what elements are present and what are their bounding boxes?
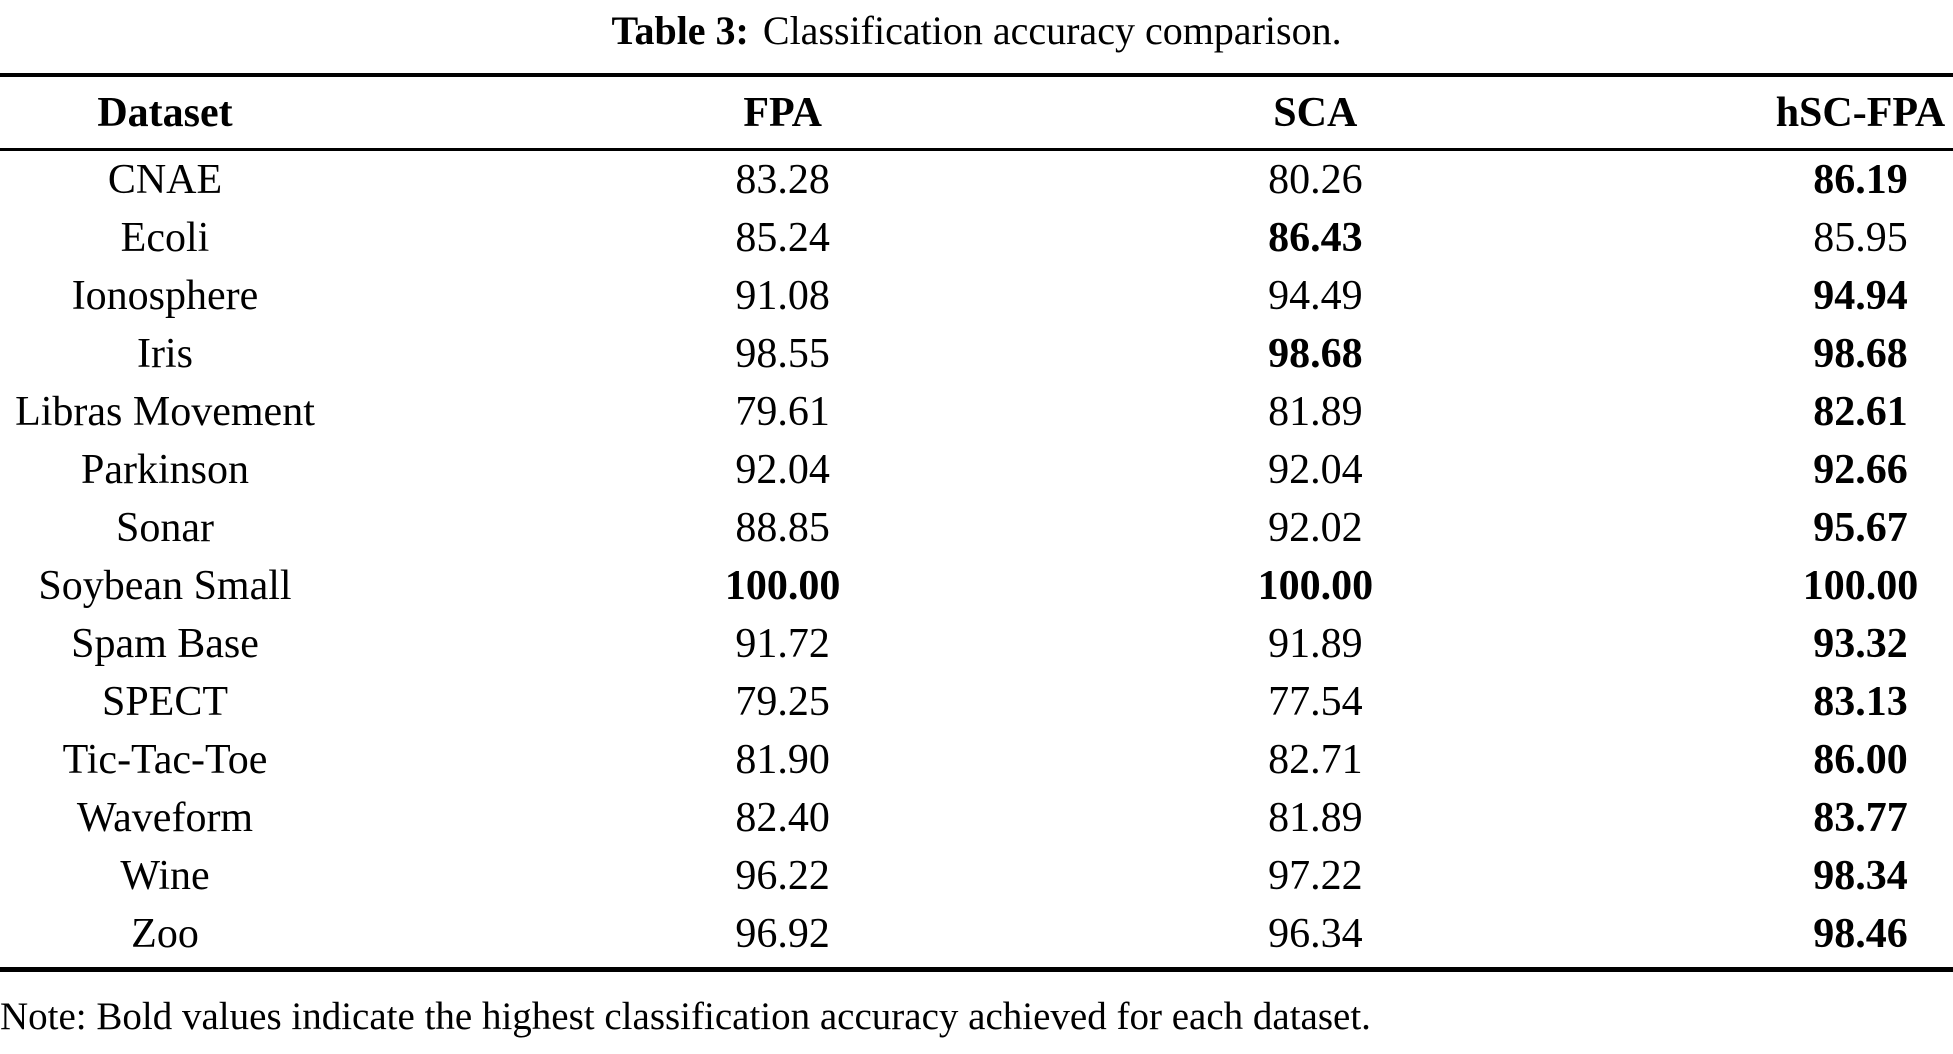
cell-hsc-fpa: 82.61 [1813,389,1908,435]
table-row: Spam Base 91.72 91.89 93.32 [0,615,1953,673]
column-header-fpa: FPA [743,89,822,136]
table-caption-label: Table 3: [611,8,749,53]
table-caption-text: Classification accuracy comparison. [762,8,1342,53]
cell-hsc-fpa: 93.32 [1813,621,1908,667]
cell-fpa: 96.22 [735,853,830,899]
cell-dataset: Ecoli [120,215,210,261]
cell-sca: 92.02 [1268,505,1363,551]
cell-dataset: CNAE [107,157,223,203]
cell-dataset: Iris [137,331,193,377]
cell-sca: 81.89 [1268,389,1363,435]
cell-fpa: 79.61 [735,389,830,435]
cell-dataset: Waveform [76,795,254,841]
cell-sca: 100.00 [1257,563,1374,609]
table-row: Libras Movement 79.61 81.89 82.61 [0,383,1953,441]
cell-fpa: 88.85 [735,505,830,551]
cell-sca: 81.89 [1268,795,1363,841]
cell-hsc-fpa: 98.68 [1813,331,1908,377]
cell-hsc-fpa: 83.77 [1813,795,1908,841]
cell-hsc-fpa: 98.46 [1813,911,1908,957]
cell-dataset: SPECT [101,679,229,725]
table-row: Soybean Small 100.00 100.00 100.00 [0,557,1953,615]
table-row: Waveform 82.40 81.89 83.77 [0,789,1953,847]
cell-hsc-fpa: 92.66 [1813,447,1908,493]
table-bottom-rule [0,967,1953,972]
cell-fpa: 85.24 [735,215,830,261]
cell-fpa: 81.90 [735,737,830,783]
table-caption: Table 3: Classification accuracy comparis… [0,8,1953,54]
table-header-rule [0,148,1953,151]
table-top-rule [0,73,1953,77]
cell-dataset: Ionosphere [71,273,259,319]
cell-dataset: Spam Base [71,621,259,667]
cell-sca: 82.71 [1268,737,1363,783]
cell-fpa: 100.00 [724,563,841,609]
table-row: SPECT 79.25 77.54 83.13 [0,673,1953,731]
cell-sca: 97.22 [1268,853,1363,899]
cell-fpa: 92.04 [735,447,830,493]
table-row: Ecoli 85.24 86.43 85.95 [0,209,1953,267]
cell-sca: 86.43 [1268,215,1363,261]
cell-dataset: Parkinson [81,447,249,493]
cell-fpa: 91.72 [735,621,830,667]
cell-sca: 98.68 [1268,331,1363,377]
table-row: Zoo 96.92 96.34 98.46 [0,905,1953,963]
cell-hsc-fpa: 86.00 [1813,737,1908,783]
cell-dataset: Soybean Small [38,563,292,609]
table-row: Tic-Tac-Toe 81.90 82.71 86.00 [0,731,1953,789]
table-header-row: Dataset FPA SCA hSC-FPA [0,77,1953,148]
cell-fpa: 96.92 [735,911,830,957]
cell-fpa: 98.55 [735,331,830,377]
cell-hsc-fpa: 86.19 [1813,157,1908,203]
cell-sca: 80.26 [1268,157,1363,203]
cell-dataset: Wine [120,853,210,899]
cell-hsc-fpa: 94.94 [1813,273,1908,319]
cell-dataset: Libras Movement [15,389,315,435]
cell-fpa: 91.08 [735,273,830,319]
table-row: Sonar 88.85 92.02 95.67 [0,499,1953,557]
cell-dataset: Sonar [116,505,214,551]
accuracy-table: Dataset FPA SCA hSC-FPA CNAE 83.28 80.26… [0,73,1953,972]
cell-sca: 77.54 [1268,679,1363,725]
table-note: Note: Bold values indicate the highest c… [0,995,1371,1038]
column-header-hsc-fpa: hSC-FPA [1775,89,1946,136]
cell-hsc-fpa: 98.34 [1813,853,1908,899]
cell-hsc-fpa: 100.00 [1802,563,1919,609]
table-body: CNAE 83.28 80.26 86.19 Ecoli 85.24 86.43… [0,151,1953,967]
table-row: CNAE 83.28 80.26 86.19 [0,151,1953,209]
cell-fpa: 82.40 [735,795,830,841]
column-header-dataset: Dataset [97,89,233,136]
cell-dataset: Zoo [131,911,199,957]
cell-dataset: Tic-Tac-Toe [62,737,268,783]
cell-sca: 96.34 [1268,911,1363,957]
table-row: Wine 96.22 97.22 98.34 [0,847,1953,905]
table-row: Ionosphere 91.08 94.49 94.94 [0,267,1953,325]
cell-sca: 91.89 [1268,621,1363,667]
cell-hsc-fpa: 85.95 [1813,215,1908,261]
table-row: Iris 98.55 98.68 98.68 [0,325,1953,383]
cell-hsc-fpa: 83.13 [1813,679,1908,725]
cell-sca: 92.04 [1268,447,1363,493]
table-row: Parkinson 92.04 92.04 92.66 [0,441,1953,499]
column-header-sca: SCA [1273,89,1358,136]
cell-fpa: 83.28 [735,157,830,203]
cell-sca: 94.49 [1268,273,1363,319]
cell-fpa: 79.25 [735,679,830,725]
cell-hsc-fpa: 95.67 [1813,505,1908,551]
